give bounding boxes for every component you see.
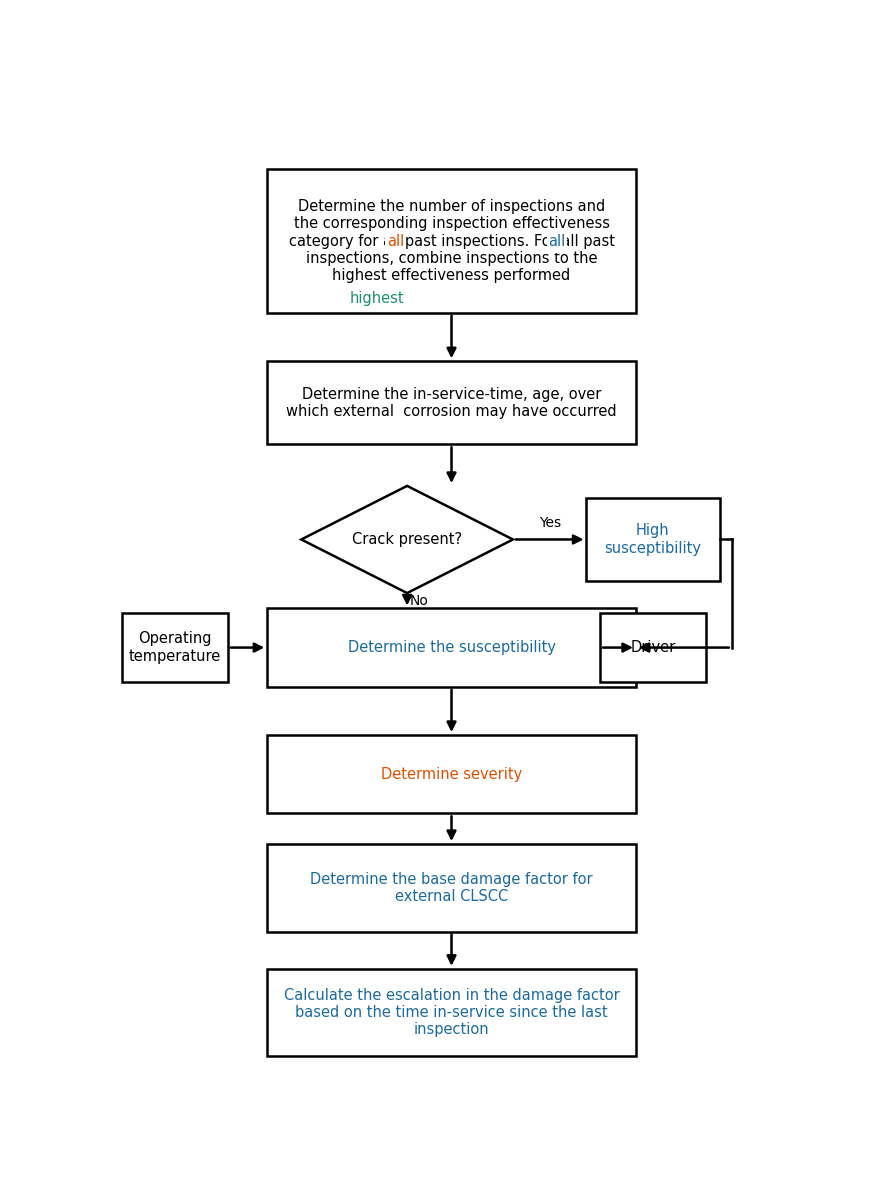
Text: Determine the in-service-time, age, over
which external  corrosion may have occu: Determine the in-service-time, age, over… (286, 386, 617, 419)
Text: all: all (387, 234, 404, 248)
Text: Yes: Yes (538, 516, 560, 530)
Text: Crack present?: Crack present? (352, 532, 463, 547)
Text: Determine the base damage factor for
external CLSCC: Determine the base damage factor for ext… (310, 871, 593, 904)
Text: all: all (549, 234, 566, 248)
Bar (267, 608, 636, 686)
Bar (547, 229, 567, 253)
Bar (267, 844, 636, 931)
Text: No: No (410, 594, 429, 607)
Text: Operating
temperature: Operating temperature (129, 631, 221, 664)
Bar (587, 498, 720, 581)
Text: Calculate the escalation in the damage factor
based on the time in-service since: Calculate the escalation in the damage f… (284, 988, 619, 1038)
Text: High
susceptibility: High susceptibility (604, 523, 701, 556)
Text: highest: highest (350, 290, 404, 306)
Polygon shape (301, 486, 513, 593)
Bar (353, 286, 401, 311)
Text: Driver: Driver (630, 640, 676, 655)
Text: Determine the number of inspections and
the corresponding inspection effectivene: Determine the number of inspections and … (288, 199, 615, 283)
Bar (267, 734, 636, 814)
Bar (600, 613, 706, 683)
Bar (267, 361, 636, 444)
Bar (122, 613, 228, 683)
Text: Determine severity: Determine severity (381, 767, 522, 781)
Bar (267, 169, 636, 313)
Text: Determine the susceptibility: Determine the susceptibility (347, 640, 556, 655)
Bar (267, 968, 636, 1056)
Bar (385, 229, 406, 253)
